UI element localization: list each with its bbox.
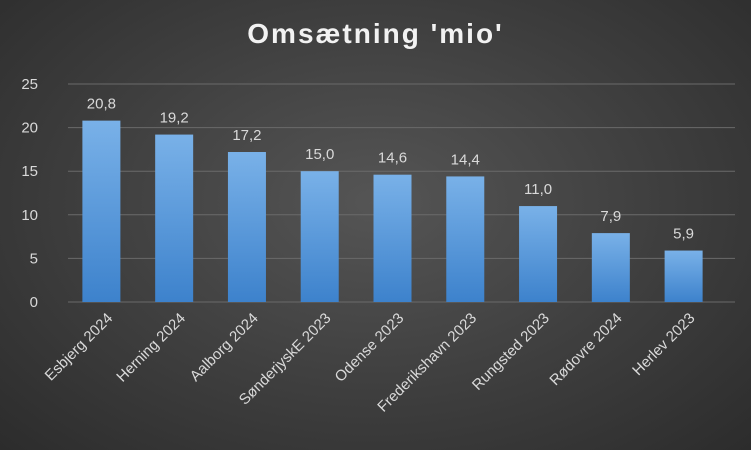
data-label: 7,9 bbox=[600, 208, 621, 225]
y-tick-label: 0 bbox=[30, 294, 38, 311]
x-category-label: Rødovre 2024 bbox=[546, 310, 625, 389]
x-category-label: Herning 2024 bbox=[113, 310, 189, 386]
data-label: 5,9 bbox=[673, 226, 694, 243]
bar bbox=[519, 206, 558, 302]
y-axis-tick-labels: 0 5 10 15 20 25 bbox=[21, 76, 38, 311]
bar bbox=[155, 134, 194, 302]
y-tick-label: 20 bbox=[21, 120, 38, 137]
y-tick-label: 25 bbox=[21, 76, 38, 93]
bar bbox=[82, 120, 121, 303]
x-category-label: Herlev 2023 bbox=[629, 310, 698, 379]
y-tick-label: 10 bbox=[21, 207, 38, 224]
bar bbox=[373, 174, 412, 302]
data-label: 17,2 bbox=[232, 127, 261, 144]
y-tick-label: 5 bbox=[30, 250, 38, 267]
chart-title: Omsætning 'mio' bbox=[247, 18, 504, 49]
bar bbox=[591, 233, 630, 302]
x-category-label: Odense 2023 bbox=[332, 310, 408, 386]
bar bbox=[664, 250, 703, 302]
bar bbox=[446, 176, 485, 302]
data-label: 20,8 bbox=[87, 96, 116, 113]
bars bbox=[82, 120, 703, 303]
data-label: 14,6 bbox=[378, 150, 407, 167]
data-label: 11,0 bbox=[524, 181, 552, 198]
data-label: 19,2 bbox=[160, 110, 189, 127]
x-category-label: Aalborg 2024 bbox=[187, 310, 262, 385]
x-category-label: Rungsted 2023 bbox=[469, 310, 553, 394]
data-label: 14,4 bbox=[451, 151, 480, 168]
data-labels: 20,8 19,2 17,2 15,0 14,6 14,4 11,0 7,9 5,9 bbox=[87, 96, 694, 243]
data-label: 15,0 bbox=[305, 146, 334, 163]
y-tick-label: 15 bbox=[21, 163, 38, 180]
bar bbox=[300, 171, 339, 302]
x-category-label: Esbjerg 2024 bbox=[42, 310, 117, 385]
bar bbox=[227, 152, 266, 302]
